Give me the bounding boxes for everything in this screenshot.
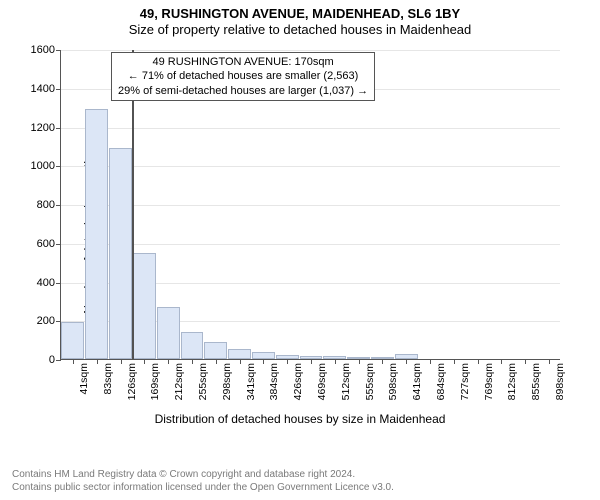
annotation-box: 49 RUSHINGTON AVENUE: 170sqm← 71% of det… <box>111 52 375 101</box>
footer-line-2: Contains public sector information licen… <box>12 482 588 495</box>
x-tick-mark <box>144 359 145 364</box>
x-tick-mark <box>73 359 74 364</box>
y-tick-mark <box>56 128 61 129</box>
x-tick-label: 512sqm <box>340 363 352 400</box>
y-tick-mark <box>56 205 61 206</box>
y-tick-label: 0 <box>21 354 55 366</box>
x-tick-label: 812sqm <box>506 363 518 400</box>
y-tick-mark <box>56 50 61 51</box>
x-tick-label: 727sqm <box>459 363 471 400</box>
x-tick-label: 555sqm <box>364 363 376 400</box>
x-tick-mark <box>430 359 431 364</box>
annotation-line-3: 29% of semi-detached houses are larger (… <box>118 84 368 98</box>
y-tick-mark <box>56 166 61 167</box>
chart-title-block: 49, RUSHINGTON AVENUE, MAIDENHEAD, SL6 1… <box>0 0 600 39</box>
x-tick-mark <box>382 359 383 364</box>
y-tick-label: 1000 <box>21 160 55 172</box>
histogram-bar <box>181 332 204 359</box>
x-tick-label: 598sqm <box>387 363 399 400</box>
y-gridline <box>61 166 560 167</box>
y-tick-label: 800 <box>21 199 55 211</box>
y-tick-label: 600 <box>21 238 55 250</box>
histogram-bar <box>252 352 275 359</box>
histogram-bar <box>109 148 132 359</box>
x-tick-label: 341sqm <box>245 363 257 400</box>
chart-container: Number of detached properties 0200400600… <box>0 42 600 420</box>
x-tick-label: 641sqm <box>411 363 423 400</box>
x-tick-label: 298sqm <box>221 363 233 400</box>
x-tick-mark <box>406 359 407 364</box>
y-tick-mark <box>56 321 61 322</box>
x-tick-label: 426sqm <box>292 363 304 400</box>
x-tick-mark <box>311 359 312 364</box>
y-gridline <box>61 244 560 245</box>
y-tick-label: 1400 <box>21 83 55 95</box>
y-tick-label: 1600 <box>21 44 55 56</box>
x-tick-label: 898sqm <box>554 363 566 400</box>
x-tick-mark <box>549 359 550 364</box>
x-tick-label: 41sqm <box>78 363 90 395</box>
y-tick-label: 400 <box>21 277 55 289</box>
x-tick-mark <box>501 359 502 364</box>
annotation-line-2: ← 71% of detached houses are smaller (2,… <box>118 69 368 83</box>
x-tick-mark <box>478 359 479 364</box>
x-tick-mark <box>454 359 455 364</box>
title-line-1: 49, RUSHINGTON AVENUE, MAIDENHEAD, SL6 1… <box>0 6 600 22</box>
histogram-bar <box>133 253 156 359</box>
plot-area: 0200400600800100012001400160041sqm83sqm1… <box>60 50 560 360</box>
y-tick-mark <box>56 244 61 245</box>
annotation-line-1: 49 RUSHINGTON AVENUE: 170sqm <box>118 55 368 69</box>
x-tick-mark <box>240 359 241 364</box>
y-tick-mark <box>56 283 61 284</box>
y-gridline <box>61 205 560 206</box>
histogram-bar <box>228 349 251 359</box>
x-tick-mark <box>168 359 169 364</box>
x-tick-label: 212sqm <box>173 363 185 400</box>
x-axis-label: Distribution of detached houses by size … <box>0 412 600 426</box>
x-tick-mark <box>97 359 98 364</box>
x-tick-mark <box>263 359 264 364</box>
x-tick-label: 469sqm <box>316 363 328 400</box>
x-tick-mark <box>359 359 360 364</box>
x-tick-mark <box>121 359 122 364</box>
x-tick-mark <box>335 359 336 364</box>
histogram-bar <box>61 322 84 359</box>
histogram-bar <box>204 342 227 359</box>
x-tick-label: 769sqm <box>483 363 495 400</box>
x-tick-mark <box>216 359 217 364</box>
y-tick-mark <box>56 89 61 90</box>
x-tick-label: 255sqm <box>197 363 209 400</box>
x-tick-label: 169sqm <box>149 363 161 400</box>
x-tick-mark <box>192 359 193 364</box>
x-tick-label: 83sqm <box>102 363 114 395</box>
title-line-2: Size of property relative to detached ho… <box>0 22 600 38</box>
x-tick-mark <box>287 359 288 364</box>
x-tick-label: 126sqm <box>126 363 138 400</box>
y-gridline <box>61 50 560 51</box>
x-tick-label: 855sqm <box>530 363 542 400</box>
histogram-bar <box>85 109 108 359</box>
x-tick-label: 384sqm <box>268 363 280 400</box>
y-tick-label: 200 <box>21 315 55 327</box>
x-tick-mark <box>525 359 526 364</box>
y-gridline <box>61 128 560 129</box>
histogram-bar <box>157 307 180 359</box>
x-tick-label: 684sqm <box>435 363 447 400</box>
y-tick-mark <box>56 360 61 361</box>
footer-line-1: Contains HM Land Registry data © Crown c… <box>12 469 588 482</box>
y-tick-label: 1200 <box>21 122 55 134</box>
footer-attribution: Contains HM Land Registry data © Crown c… <box>12 469 588 494</box>
